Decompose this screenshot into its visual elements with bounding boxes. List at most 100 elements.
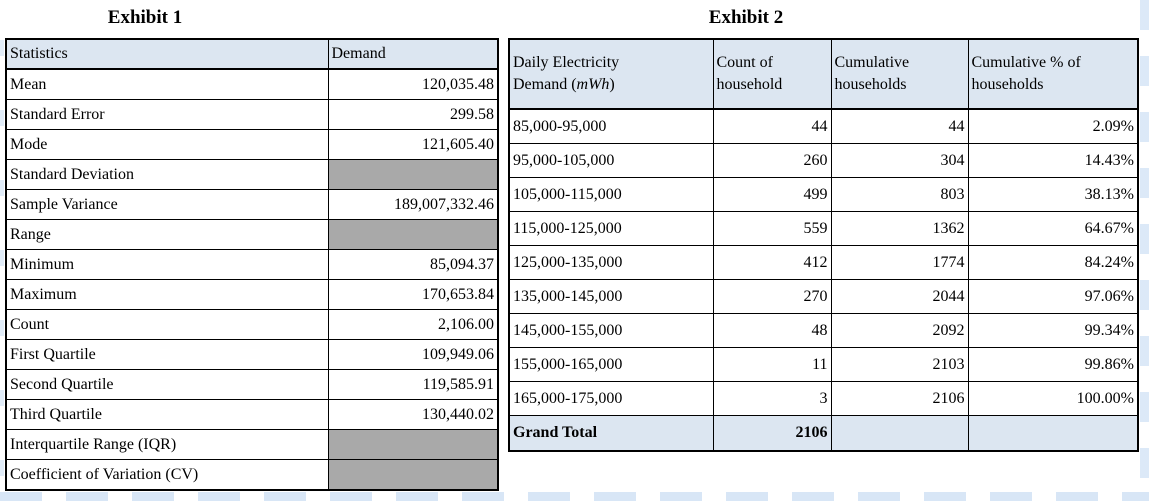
household-count: 44 bbox=[712, 108, 832, 144]
cumulative-count: 1362 bbox=[830, 211, 969, 246]
table-row: Third Quartile 130,440.02 bbox=[5, 399, 499, 430]
stat-value: 299.58 bbox=[327, 99, 499, 130]
cumulative-count: 2103 bbox=[830, 347, 969, 382]
cumulative-percent: 84.24% bbox=[967, 245, 1139, 280]
stat-label: Mode bbox=[5, 129, 329, 160]
cumulative-percent: 38.13% bbox=[967, 177, 1139, 212]
table-row: First Quartile 109,949.06 bbox=[5, 339, 499, 370]
household-count: 11 bbox=[712, 347, 832, 382]
household-count: 499 bbox=[712, 177, 832, 212]
cumulative-percent: 100.00% bbox=[967, 381, 1139, 416]
cumulative-percent: 99.86% bbox=[967, 347, 1139, 382]
exhibit2-frequency-table: Daily Electricity Demand (mWh) Count of … bbox=[508, 38, 1139, 452]
demand-range: 95,000-105,000 bbox=[508, 143, 714, 178]
demand-range: 155,000-165,000 bbox=[508, 347, 714, 382]
stat-value: 2,106.00 bbox=[327, 309, 499, 340]
demand-range: 125,000-135,000 bbox=[508, 245, 714, 280]
grand-total-count: 2106 bbox=[712, 415, 832, 452]
table-row: Maximum 170,653.84 bbox=[5, 279, 499, 310]
column-header-demand: Demand bbox=[327, 38, 499, 70]
column-header-cumulative: Cumulative households bbox=[830, 38, 969, 110]
stat-label: Count bbox=[5, 309, 329, 340]
household-count: 3 bbox=[712, 381, 832, 416]
table-row: Mode 121,605.40 bbox=[5, 129, 499, 160]
table-row: 105,000-115,000 499 803 38.13% bbox=[508, 177, 1139, 212]
cumulative-count: 44 bbox=[830, 108, 969, 144]
column-header-cumulative-pct: Cumulative % of households bbox=[967, 38, 1139, 110]
cumulative-percent: 64.67% bbox=[967, 211, 1139, 246]
demand-range: 115,000-125,000 bbox=[508, 211, 714, 246]
exhibit2-title: Exhibit 2 bbox=[708, 7, 784, 28]
stat-value-shaded bbox=[327, 429, 499, 460]
column-header-count: Count of household bbox=[712, 38, 832, 110]
table-row: Coefficient of Variation (CV) bbox=[5, 459, 499, 491]
exhibit1-title: Exhibit 1 bbox=[107, 7, 183, 28]
stat-value: 85,094.37 bbox=[327, 249, 499, 280]
stat-label: Standard Deviation bbox=[5, 159, 329, 190]
stat-label: Interquartile Range (IQR) bbox=[5, 429, 329, 460]
table-row: 155,000-165,000 11 2103 99.86% bbox=[508, 347, 1139, 382]
stat-value: 119,585.91 bbox=[327, 369, 499, 400]
column-header-statistics: Statistics bbox=[5, 38, 329, 70]
stat-value-shaded bbox=[327, 159, 499, 190]
demand-range: 105,000-115,000 bbox=[508, 177, 714, 212]
grand-total-cumulative bbox=[830, 415, 969, 452]
cumulative-percent: 14.43% bbox=[967, 143, 1139, 178]
cumulative-percent: 97.06% bbox=[967, 279, 1139, 314]
stat-label: Mean bbox=[5, 68, 329, 100]
household-count: 260 bbox=[712, 143, 832, 178]
cumulative-count: 1774 bbox=[830, 245, 969, 280]
stat-value: 121,605.40 bbox=[327, 129, 499, 160]
grand-total-row: Grand Total 2106 bbox=[508, 415, 1139, 452]
demand-header-line1: Daily Electricity bbox=[513, 54, 620, 71]
table-row: Mean 120,035.48 bbox=[5, 68, 499, 100]
stat-label: Minimum bbox=[5, 249, 329, 280]
stat-value: 109,949.06 bbox=[327, 339, 499, 370]
demand-range: 135,000-145,000 bbox=[508, 279, 714, 314]
household-count: 48 bbox=[712, 313, 832, 348]
demand-range: 85,000-95,000 bbox=[508, 108, 714, 144]
demand-range: 165,000-175,000 bbox=[508, 381, 714, 416]
grand-total-label: Grand Total bbox=[508, 415, 714, 452]
cumulative-percent: 2.09% bbox=[967, 108, 1139, 144]
demand-unit-label: mWh bbox=[576, 76, 610, 93]
stat-label: Second Quartile bbox=[5, 369, 329, 400]
stat-label: Maximum bbox=[5, 279, 329, 310]
table-row: 115,000-125,000 559 1362 64.67% bbox=[508, 211, 1139, 246]
table-row: 165,000-175,000 3 2106 100.00% bbox=[508, 381, 1139, 416]
table-row: 125,000-135,000 412 1774 84.24% bbox=[508, 245, 1139, 280]
cumulative-count: 304 bbox=[830, 143, 969, 178]
stat-label: Third Quartile bbox=[5, 399, 329, 430]
table-row: Sample Variance 189,007,332.46 bbox=[5, 189, 499, 220]
background-artifact-right bbox=[1140, 0, 1149, 501]
table-row: Count 2,106.00 bbox=[5, 309, 499, 340]
table-row: Second Quartile 119,585.91 bbox=[5, 369, 499, 400]
table-row: Range bbox=[5, 219, 499, 250]
stat-label: Sample Variance bbox=[5, 189, 329, 220]
stat-value: 130,440.02 bbox=[327, 399, 499, 430]
exhibit1-statistics-table: Statistics Demand Mean 120,035.48 Standa… bbox=[5, 38, 499, 491]
table-row: Interquartile Range (IQR) bbox=[5, 429, 499, 460]
background-artifact-bottom bbox=[0, 492, 1149, 501]
demand-header-line2-suffix: ) bbox=[609, 76, 615, 93]
stat-value-shaded bbox=[327, 219, 499, 250]
household-count: 412 bbox=[712, 245, 832, 280]
stat-value: 170,653.84 bbox=[327, 279, 499, 310]
household-count: 559 bbox=[712, 211, 832, 246]
stat-label: Standard Error bbox=[5, 99, 329, 130]
household-count: 270 bbox=[712, 279, 832, 314]
stat-label: Range bbox=[5, 219, 329, 250]
exhibit2-header-row: Daily Electricity Demand (mWh) Count of … bbox=[508, 38, 1139, 110]
cumulative-count: 2106 bbox=[830, 381, 969, 416]
stat-value: 189,007,332.46 bbox=[327, 189, 499, 220]
grand-total-percent bbox=[967, 415, 1139, 452]
table-row: 145,000-155,000 48 2092 99.34% bbox=[508, 313, 1139, 348]
demand-header-line2-prefix: Demand ( bbox=[513, 76, 577, 93]
cumulative-count: 2092 bbox=[830, 313, 969, 348]
stat-label: Coefficient of Variation (CV) bbox=[5, 459, 329, 491]
stat-label: First Quartile bbox=[5, 339, 329, 370]
table-row: 95,000-105,000 260 304 14.43% bbox=[508, 143, 1139, 178]
stat-value-shaded bbox=[327, 459, 499, 491]
background-artifact-left bbox=[0, 40, 4, 480]
demand-range: 145,000-155,000 bbox=[508, 313, 714, 348]
